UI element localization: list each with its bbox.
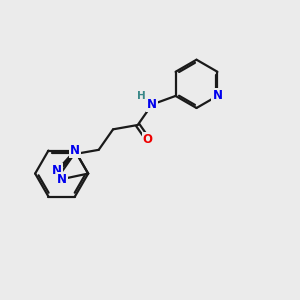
Text: N: N (57, 172, 67, 186)
Text: N: N (52, 164, 62, 177)
Text: H: H (137, 91, 146, 101)
Text: N: N (147, 98, 157, 111)
Text: N: N (212, 89, 222, 102)
Text: N: N (70, 144, 80, 157)
Text: O: O (143, 133, 153, 146)
